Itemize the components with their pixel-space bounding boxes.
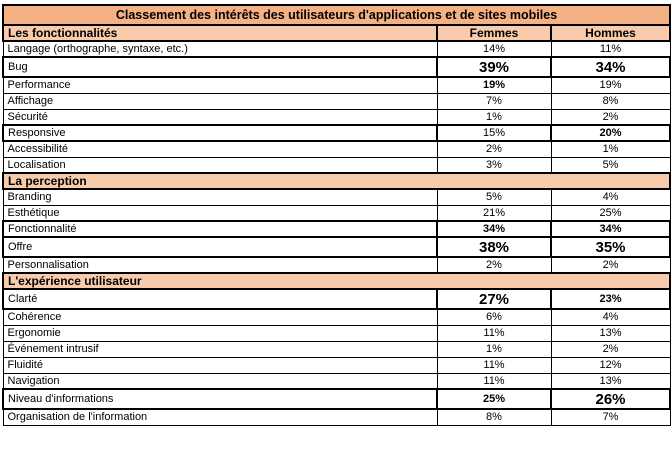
row-label-cell: Langage (orthographe, syntaxe, etc.) (2, 40, 438, 58)
table-row: Niveau d'informations 25% 26% (2, 388, 672, 410)
femmes-value-cell: 15% (436, 124, 552, 142)
row-label-cell: Responsive (2, 124, 438, 142)
column-header-femmes: Femmes (436, 24, 552, 42)
femmes-value-cell: 11% (436, 372, 552, 390)
section-header-row: La perception (1, 172, 672, 190)
row-label-cell: Fonctionnalité (2, 220, 438, 238)
row-label-cell: Ergonomie (2, 324, 438, 342)
table-row: Accessibilité 2% 1% (2, 140, 671, 158)
hommes-value-cell: 7% (550, 408, 671, 426)
row-label-cell: Branding (2, 188, 438, 206)
table-row: Organisation de l'information 8% 7% (2, 408, 671, 426)
femmes-value-cell: 21% (436, 204, 552, 222)
hommes-value-cell: 19% (550, 76, 671, 94)
hommes-value-cell: 8% (550, 92, 671, 110)
femmes-value-cell: 38% (436, 236, 552, 258)
row-label-cell: Organisation de l'information (2, 408, 438, 426)
femmes-value-cell: 3% (436, 156, 552, 174)
hommes-value-cell: 2% (550, 340, 671, 358)
femmes-value-cell: 6% (436, 308, 552, 326)
hommes-value-cell: 12% (550, 356, 671, 374)
table-row: Offre 38% 35% (2, 236, 672, 258)
table-row: Responsive 15% 20% (2, 124, 672, 142)
femmes-value-cell: 34% (436, 220, 552, 238)
section-header-fonctionnalites: Les fonctionnalités (2, 24, 438, 42)
table-row: Fluidité 11% 12% (2, 356, 671, 374)
section-header-label: L'expérience utilisateur (1, 272, 672, 290)
table-row: Esthétique 21% 25% (2, 204, 671, 222)
row-label-cell: Sécurité (2, 108, 438, 126)
title-row: Classement des intérêts des utilisateurs… (1, 4, 672, 26)
hommes-value-cell: 4% (550, 188, 671, 206)
table-row: Localisation 3% 5% (2, 156, 671, 174)
hommes-value-cell: 23% (549, 288, 672, 310)
row-label-cell: Localisation (2, 156, 438, 174)
hommes-value-cell: 5% (550, 156, 671, 174)
table-row: Cohérence 6% 4% (2, 308, 671, 326)
row-label-cell: Fluidité (2, 356, 438, 374)
femmes-value-cell: 19% (436, 76, 552, 94)
hommes-value-cell: 20% (549, 124, 672, 142)
section-header-row: L'expérience utilisateur (1, 272, 672, 290)
femmes-value-cell: 25% (436, 388, 552, 410)
hommes-value-cell: 4% (550, 308, 671, 326)
table-row: Personnalisation 2% 2% (2, 256, 671, 274)
hommes-value-cell: 13% (550, 372, 671, 390)
table-row: Sécurité 1% 2% (2, 108, 671, 126)
row-label-cell: Performance (2, 76, 438, 94)
row-label-cell: Personnalisation (2, 256, 438, 274)
femmes-value-cell: 5% (436, 188, 552, 206)
femmes-value-cell: 1% (436, 108, 552, 126)
row-label-cell: Clarté (2, 288, 438, 310)
femmes-value-cell: 11% (436, 356, 552, 374)
hommes-value-cell: 34% (549, 220, 672, 238)
row-label-cell: Niveau d'informations (2, 388, 438, 410)
femmes-value-cell: 11% (436, 324, 552, 342)
interest-ranking-table: Classement des intérêts des utilisateurs… (1, 4, 672, 426)
femmes-value-cell: 2% (436, 256, 552, 274)
hommes-value-cell: 34% (549, 56, 672, 78)
femmes-value-cell: 39% (436, 56, 552, 78)
hommes-value-cell: 1% (550, 140, 671, 158)
row-label-cell: Navigation (2, 372, 438, 390)
row-label-cell: Affichage (2, 92, 438, 110)
row-label-cell: Bug (2, 56, 438, 78)
table-row: Langage (orthographe, syntaxe, etc.) 14% 1… (2, 40, 671, 58)
femmes-value-cell: 7% (436, 92, 552, 110)
hommes-value-cell: 25% (550, 204, 671, 222)
row-label-cell: Offre (2, 236, 438, 258)
table-row: Branding 5% 4% (2, 188, 671, 206)
femmes-value-cell: 27% (436, 288, 552, 310)
column-header-hommes: Hommes (549, 24, 672, 42)
femmes-value-cell: 14% (436, 40, 552, 58)
hommes-value-cell: 35% (549, 236, 672, 258)
hommes-value-cell: 2% (550, 108, 671, 126)
hommes-value-cell: 2% (550, 256, 671, 274)
table-row: Affichage 7% 8% (2, 92, 671, 110)
table-body: Classement des intérêts des utilisateurs… (1, 4, 672, 426)
table-row: Performance 19% 19% (2, 76, 671, 94)
femmes-value-cell: 2% (436, 140, 552, 158)
table-row: Navigation 11% 13% (2, 372, 671, 390)
hommes-value-cell: 11% (550, 40, 671, 58)
table-row: Clarté 27% 23% (2, 288, 672, 310)
row-label-cell: Accessibilité (2, 140, 438, 158)
table-title: Classement des intérêts des utilisateurs… (1, 4, 672, 26)
section-header-label: La perception (1, 172, 672, 190)
column-header-row: Les fonctionnalités Femmes Hommes (2, 24, 672, 42)
table-row: Bug 39% 34% (2, 56, 672, 78)
row-label-cell: Cohérence (2, 308, 438, 326)
femmes-value-cell: 1% (436, 340, 552, 358)
table-row: Événement intrusif 1% 2% (2, 340, 671, 358)
row-label-cell: Esthétique (2, 204, 438, 222)
table-row: Fonctionnalité 34% 34% (2, 220, 672, 238)
hommes-value-cell: 26% (549, 388, 672, 410)
femmes-value-cell: 8% (436, 408, 552, 426)
table-row: Ergonomie 11% 13% (2, 324, 671, 342)
row-label-cell: Événement intrusif (2, 340, 438, 358)
hommes-value-cell: 13% (550, 324, 671, 342)
